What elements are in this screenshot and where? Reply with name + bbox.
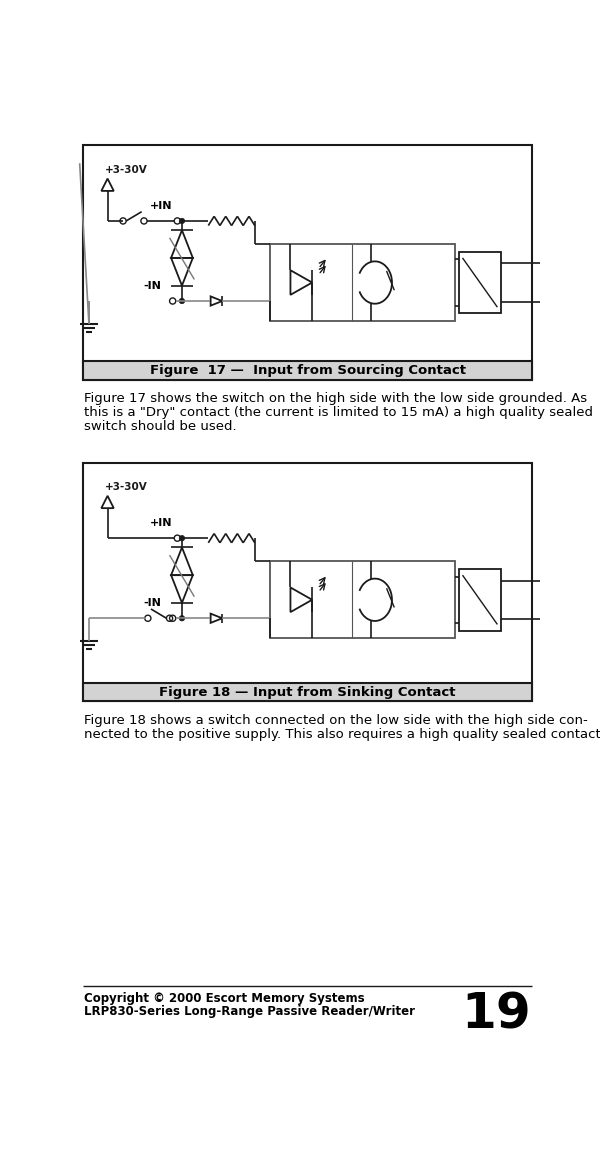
Text: Figure 18 — Input from Sinking Contact: Figure 18 — Input from Sinking Contact [159, 686, 456, 699]
Text: Copyright © 2000 Escort Memory Systems: Copyright © 2000 Escort Memory Systems [84, 993, 365, 1005]
Text: Figure  17 —  Input from Sourcing Contact: Figure 17 — Input from Sourcing Contact [149, 363, 466, 377]
Bar [83, 145, 532, 380]
Text: switch should be used.: switch should be used. [84, 419, 237, 433]
Text: 19: 19 [461, 990, 531, 1038]
Text: +3-30V: +3-30V [105, 165, 148, 175]
Text: -IN: -IN [143, 598, 161, 608]
Bar [458, 252, 501, 313]
Text: LRP830-Series Long-Range Passive Reader/Writer: LRP830-Series Long-Range Passive Reader/… [84, 1004, 415, 1018]
Text: Figure 17 shows the switch on the high side with the low side grounded. As: Figure 17 shows the switch on the high s… [84, 392, 587, 405]
Bar [458, 569, 501, 630]
Text: +3-30V: +3-30V [105, 482, 148, 492]
Circle shape [179, 615, 185, 621]
Bar [271, 244, 455, 322]
Circle shape [179, 298, 185, 304]
Bar [271, 561, 455, 639]
Circle shape [179, 218, 185, 224]
Bar [83, 683, 532, 701]
Text: this is a "Dry" contact (the current is limited to 15 mA) a high quality sealed: this is a "Dry" contact (the current is … [84, 405, 593, 419]
Text: Figure 18 shows a switch connected on the low side with the high side con-: Figure 18 shows a switch connected on th… [84, 714, 588, 727]
Bar [83, 463, 532, 701]
Text: nected to the positive supply. This also requires a high quality sealed contact.: nected to the positive supply. This also… [84, 728, 600, 741]
Text: +IN: +IN [150, 518, 173, 528]
Circle shape [179, 535, 185, 541]
Text: +IN: +IN [150, 201, 173, 211]
Text: -IN: -IN [143, 281, 161, 291]
Bar [83, 361, 532, 380]
